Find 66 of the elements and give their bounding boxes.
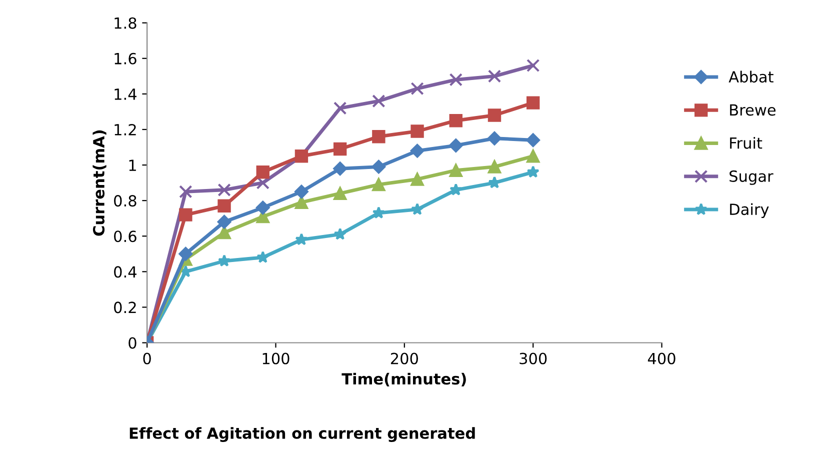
point <box>488 70 502 83</box>
point <box>294 196 308 209</box>
y-tick-label: 1 <box>129 160 136 171</box>
point <box>333 102 347 115</box>
point <box>372 178 386 192</box>
point <box>526 166 540 178</box>
point <box>526 58 540 72</box>
point <box>256 250 270 263</box>
point <box>526 150 540 163</box>
y-tick-label: 0.6 <box>114 230 136 242</box>
point <box>410 144 424 158</box>
x-tick-label: 200 <box>390 352 418 364</box>
point <box>333 162 348 176</box>
point <box>526 96 540 110</box>
point <box>488 108 502 122</box>
x-axis-title: Time(minutes) <box>342 372 466 386</box>
point <box>372 130 386 144</box>
x-tick-label: 0 <box>143 352 151 364</box>
point <box>372 94 386 108</box>
legend-label: Brewe <box>730 104 776 116</box>
point <box>179 208 192 222</box>
x-tick-label: 400 <box>648 352 676 364</box>
y-tick-label: 1.4 <box>114 88 136 100</box>
point <box>218 199 231 213</box>
point <box>372 160 386 174</box>
point <box>410 124 424 138</box>
point <box>488 160 502 174</box>
point <box>334 228 346 240</box>
point <box>449 164 462 177</box>
y-tick-label: 0.2 <box>114 302 136 314</box>
point <box>218 226 231 240</box>
point <box>333 186 347 200</box>
point <box>294 184 308 199</box>
y-tick-label: 1.6 <box>114 52 136 64</box>
legend-label: Abbat <box>728 70 774 83</box>
point <box>333 142 347 156</box>
x-tick-label: 300 <box>520 352 547 364</box>
point <box>449 114 462 128</box>
point <box>372 206 386 219</box>
x-tick-label: 100 <box>262 352 290 364</box>
point <box>448 138 463 152</box>
point <box>178 246 193 261</box>
point <box>295 233 308 246</box>
point <box>410 172 424 186</box>
point <box>179 185 192 198</box>
y-axis-title: Current(mA) <box>92 130 106 236</box>
legend-label: Fruit <box>730 137 762 149</box>
point <box>410 82 424 96</box>
point <box>449 73 462 86</box>
point <box>218 183 231 197</box>
point <box>410 202 424 215</box>
text: Effect of Agitation on current generated <box>130 427 475 442</box>
y-tick-label: 0.4 <box>114 266 136 278</box>
y-tick-label: 0.8 <box>114 195 136 207</box>
legend-label: Dairy <box>730 203 769 218</box>
y-tick-label: 1.8 <box>114 17 136 29</box>
legend-label: Sugar <box>730 170 774 185</box>
y-tick-label: 1.2 <box>114 124 136 136</box>
point <box>488 131 502 146</box>
point <box>217 214 232 229</box>
y-tick-label: 0 <box>128 337 136 349</box>
point <box>526 133 540 148</box>
point <box>256 200 270 215</box>
point <box>218 254 231 267</box>
point <box>450 183 462 196</box>
point <box>256 166 270 179</box>
